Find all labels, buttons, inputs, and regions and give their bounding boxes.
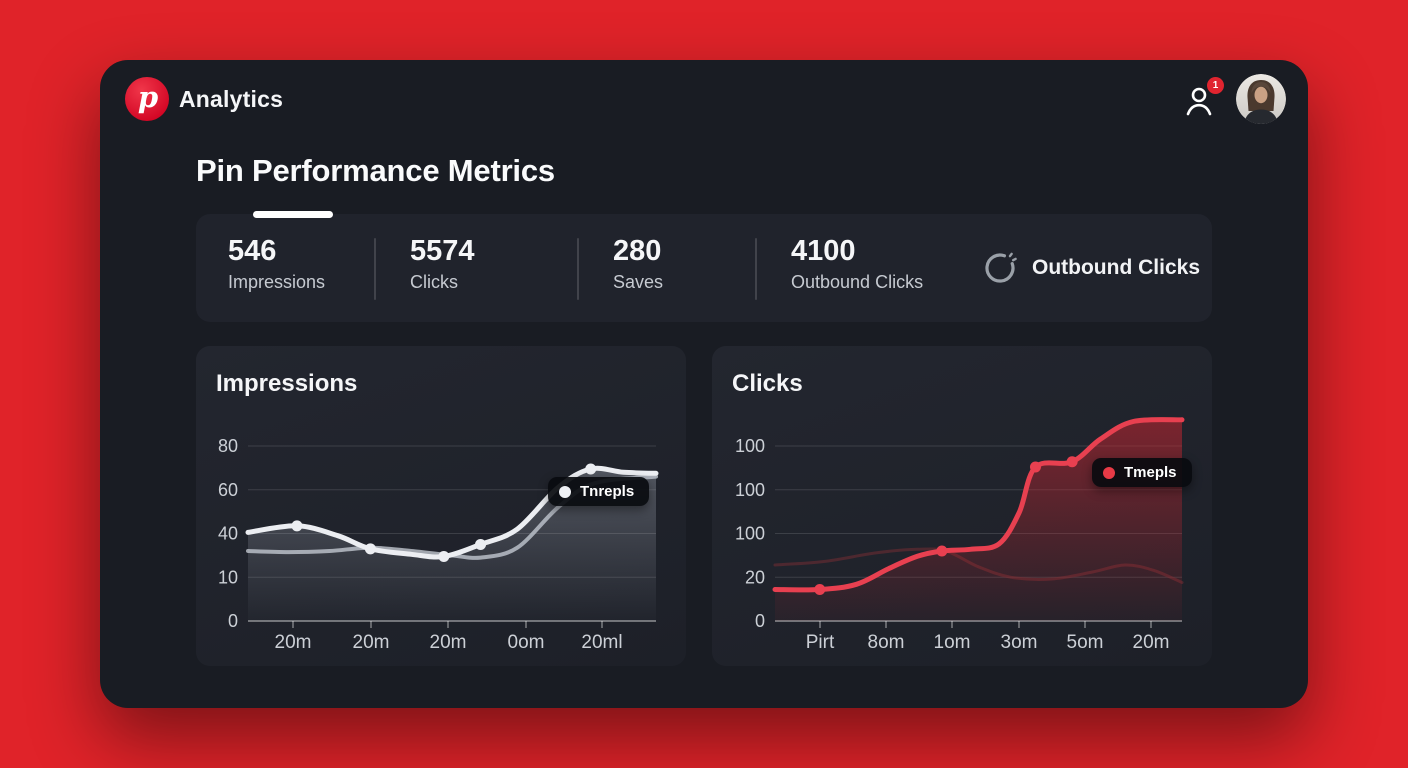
- svg-text:0: 0: [755, 611, 765, 631]
- legend-dot-icon: [1103, 466, 1115, 479]
- svg-text:1om: 1om: [934, 632, 971, 653]
- svg-text:100: 100: [735, 524, 765, 544]
- stat-saves[interactable]: 280 Saves: [613, 235, 664, 293]
- stat-value: 546: [228, 235, 277, 267]
- notifications-button[interactable]: 1: [1182, 77, 1224, 120]
- svg-text:20: 20: [745, 567, 765, 587]
- legend-label: Tnrepls: [580, 483, 635, 500]
- svg-text:20m: 20m: [430, 632, 467, 653]
- impressions-line-chart[interactable]: 80 60 40 10 0 20m 20m 20m 0om 20ml: [196, 346, 686, 666]
- legend-label: Tmepls: [1124, 464, 1177, 481]
- svg-text:3om: 3om: [1001, 632, 1038, 653]
- svg-text:100: 100: [735, 436, 765, 456]
- stat-clicks[interactable]: 5574 Clicks: [410, 235, 475, 293]
- app-title: Analytics: [179, 86, 284, 112]
- svg-text:20m: 20m: [1133, 632, 1170, 653]
- chart-title: Impressions: [216, 370, 358, 397]
- stat-label: Impressions: [228, 271, 326, 292]
- svg-text:20ml: 20ml: [581, 632, 622, 653]
- chart-tooltip: Tmepls: [1092, 458, 1192, 487]
- legend-dot-icon: [559, 485, 571, 498]
- stat-outbound-clicks[interactable]: 4100 Outbound Clicks: [791, 235, 924, 293]
- page-title: Pin Performance Metrics: [196, 153, 555, 188]
- divider: [374, 238, 376, 300]
- stat-value: 280: [613, 235, 662, 267]
- svg-text:10: 10: [218, 567, 238, 587]
- svg-text:80: 80: [218, 436, 238, 456]
- stat-value: 5574: [410, 235, 475, 267]
- svg-text:20m: 20m: [353, 632, 390, 653]
- outbound-clicks-status: Outbound Clicks: [982, 214, 1200, 322]
- pinterest-logo-icon: p: [125, 77, 169, 121]
- analytics-app-card: p Analytics 1: [100, 60, 1308, 708]
- stat-label: Clicks: [410, 271, 458, 292]
- stat-value: 4100: [791, 235, 856, 267]
- svg-text:Pirt: Pirt: [806, 632, 835, 653]
- clicks-line-chart[interactable]: 100 100 100 20 0 Pirt 8om 1om 3om 5om 20m: [712, 346, 1212, 666]
- stat-label: Outbound Clicks: [791, 271, 924, 292]
- svg-text:0: 0: [228, 611, 238, 631]
- svg-text:0om: 0om: [508, 632, 545, 653]
- clicks-chart-card: Clicks 100 100 100 20 0 Pirt 8om 1om 3om 5om 20m T…: [712, 346, 1212, 666]
- svg-text:40: 40: [218, 524, 238, 544]
- svg-text:20m: 20m: [275, 632, 312, 653]
- active-tab-indicator: [253, 211, 333, 218]
- divider: [755, 238, 757, 300]
- user-avatar[interactable]: [1236, 74, 1286, 124]
- stat-label: Saves: [613, 271, 664, 292]
- impressions-chart-card: Impressions 80 60 40 10 0 20m 20m 20m 0om 20ml Tn…: [196, 346, 686, 666]
- svg-text:60: 60: [218, 480, 238, 500]
- svg-text:100: 100: [735, 480, 765, 500]
- spinner-icon: [985, 252, 1017, 283]
- chart-tooltip: Tnrepls: [548, 477, 650, 506]
- stats-panel: 546 Impressions 5574 Clicks 280 Saves 41…: [196, 214, 1212, 322]
- outbound-clicks-label: Outbound Clicks: [1032, 256, 1200, 279]
- stat-impressions[interactable]: 546 Impressions: [228, 235, 326, 293]
- user-icon: [1186, 87, 1212, 116]
- svg-text:5om: 5om: [1067, 632, 1104, 653]
- chart-title: Clicks: [732, 370, 803, 397]
- notification-badge: 1: [1207, 77, 1224, 94]
- divider: [577, 238, 579, 300]
- svg-text:8om: 8om: [868, 632, 905, 653]
- svg-text:p: p: [138, 80, 158, 114]
